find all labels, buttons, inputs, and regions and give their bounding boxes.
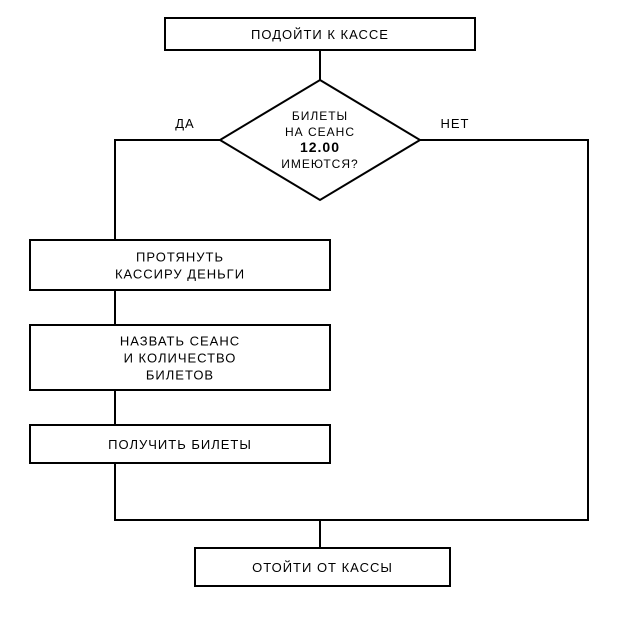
flow-edge [320,140,588,548]
decision-text: НА СЕАНС [285,125,355,139]
node-text: ПОЛУЧИТЬ БИЛЕТЫ [108,437,252,452]
decision-text: 12.00 [300,139,340,155]
decision-text: БИЛЕТЫ [292,109,348,123]
node-text: КАССИРУ ДЕНЬГИ [115,267,245,282]
flowchart: ПОДОЙТИ К КАССЕ БИЛЕТЫ НА СЕАНС12.00 ИМЕЮТС… [0,0,639,617]
node-text: И КОЛИЧЕСТВО [124,351,237,366]
edge-label-yes: ДА [175,116,194,131]
decision-text: ИМЕЮТСЯ? [281,157,358,171]
flow-edge [115,140,220,240]
node-text: НАЗВАТЬ СЕАНС [120,334,240,349]
edge-label-no: НЕТ [441,116,470,131]
node-text: ОТОЙТИ ОТ КАССЫ [252,560,393,575]
flow-box-step1 [30,240,330,290]
flow-edge [115,463,320,520]
node-text: ПРОТЯНУТЬ [136,250,224,265]
node-text: БИЛЕТОВ [146,368,214,383]
node-text: ПОДОЙТИ К КАССЕ [251,27,389,42]
